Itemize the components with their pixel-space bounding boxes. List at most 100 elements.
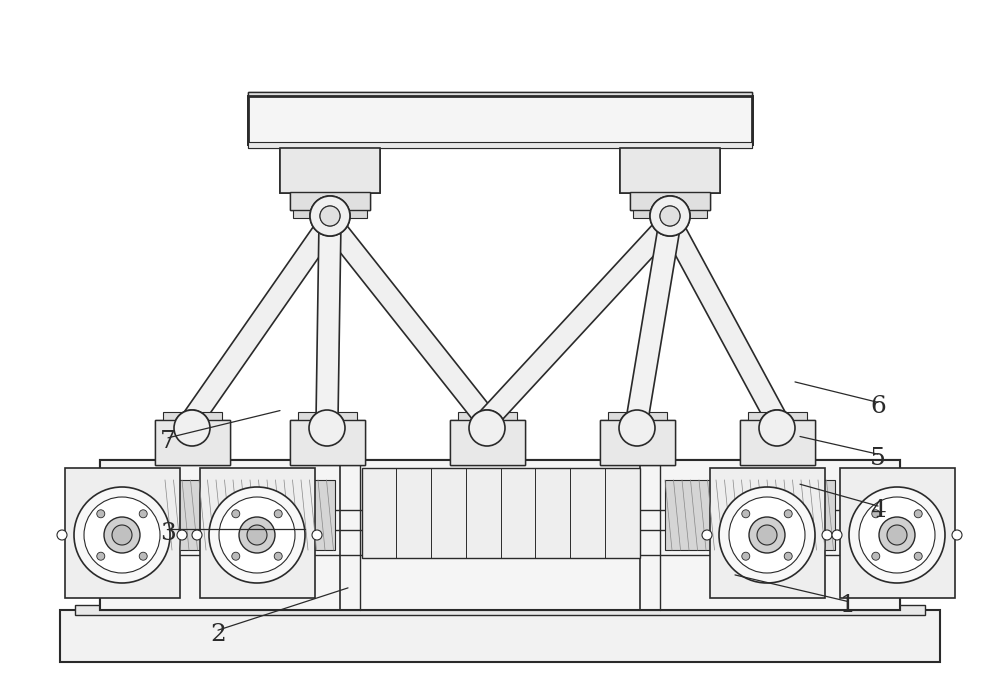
Bar <box>155 420 230 465</box>
Circle shape <box>247 525 267 545</box>
Bar <box>248 96 752 144</box>
Circle shape <box>650 196 690 236</box>
Polygon shape <box>183 216 339 426</box>
Circle shape <box>914 509 922 518</box>
Circle shape <box>74 487 170 583</box>
Bar <box>100 460 900 610</box>
Bar <box>293 208 367 218</box>
Bar <box>248 142 752 148</box>
Circle shape <box>879 517 915 553</box>
Bar <box>60 610 940 662</box>
Circle shape <box>309 410 345 446</box>
Circle shape <box>757 525 777 545</box>
Circle shape <box>952 530 962 540</box>
Circle shape <box>320 206 340 226</box>
Circle shape <box>784 552 792 560</box>
Circle shape <box>232 509 240 518</box>
Circle shape <box>97 552 105 560</box>
Circle shape <box>832 530 842 540</box>
Circle shape <box>619 410 655 446</box>
Circle shape <box>822 530 832 540</box>
Circle shape <box>759 410 795 446</box>
Bar <box>298 412 357 424</box>
Bar <box>362 468 640 558</box>
Bar <box>100 460 900 610</box>
Bar <box>75 605 925 615</box>
Circle shape <box>274 552 282 560</box>
Bar <box>280 148 380 193</box>
Text: 2: 2 <box>210 623 226 646</box>
Circle shape <box>219 497 295 573</box>
Text: 1: 1 <box>840 594 856 617</box>
Bar <box>248 96 752 144</box>
Circle shape <box>742 552 750 560</box>
Circle shape <box>104 517 140 553</box>
Polygon shape <box>479 215 678 428</box>
Bar <box>458 412 517 424</box>
Circle shape <box>84 497 160 573</box>
Bar <box>748 412 807 424</box>
Bar <box>290 420 365 465</box>
Bar <box>630 192 710 210</box>
Circle shape <box>872 509 880 518</box>
Circle shape <box>759 410 795 446</box>
Bar <box>665 480 835 550</box>
Circle shape <box>97 509 105 518</box>
Circle shape <box>310 196 350 236</box>
Bar <box>248 92 752 100</box>
Text: 6: 6 <box>870 395 886 418</box>
Bar <box>740 420 815 465</box>
Text: 7: 7 <box>160 430 176 454</box>
Bar <box>200 468 315 598</box>
Circle shape <box>239 517 275 553</box>
Bar <box>248 142 752 148</box>
Circle shape <box>320 206 340 226</box>
Circle shape <box>174 410 210 446</box>
Bar <box>630 192 710 210</box>
Bar <box>280 148 380 193</box>
Circle shape <box>232 552 240 560</box>
Circle shape <box>477 418 497 438</box>
Circle shape <box>749 517 785 553</box>
Circle shape <box>317 418 337 438</box>
Circle shape <box>729 497 805 573</box>
Circle shape <box>887 525 907 545</box>
Bar <box>600 420 675 465</box>
Circle shape <box>139 509 147 518</box>
Circle shape <box>310 196 350 236</box>
Circle shape <box>469 410 505 446</box>
Circle shape <box>914 552 922 560</box>
Circle shape <box>767 418 787 438</box>
Bar <box>290 420 365 465</box>
Circle shape <box>619 410 655 446</box>
Bar <box>620 148 720 193</box>
Bar <box>450 420 525 465</box>
Text: 5: 5 <box>870 447 886 470</box>
Polygon shape <box>316 222 341 420</box>
Bar <box>840 468 955 598</box>
Bar <box>65 468 180 598</box>
Text: 3: 3 <box>160 522 176 545</box>
Circle shape <box>742 509 750 518</box>
Bar <box>155 420 230 465</box>
Bar <box>608 412 667 424</box>
Bar <box>163 412 222 424</box>
Circle shape <box>660 206 680 226</box>
Circle shape <box>627 418 647 438</box>
Bar <box>710 468 825 598</box>
Circle shape <box>57 530 67 540</box>
Circle shape <box>660 206 680 226</box>
Text: 4: 4 <box>870 499 886 522</box>
Circle shape <box>182 418 202 438</box>
Circle shape <box>872 552 880 560</box>
Circle shape <box>849 487 945 583</box>
Circle shape <box>719 487 815 583</box>
Circle shape <box>174 410 210 446</box>
Circle shape <box>209 487 305 583</box>
Bar <box>165 480 335 550</box>
Circle shape <box>312 530 322 540</box>
Bar <box>600 420 675 465</box>
Circle shape <box>274 509 282 518</box>
Bar <box>290 192 370 210</box>
Circle shape <box>139 552 147 560</box>
